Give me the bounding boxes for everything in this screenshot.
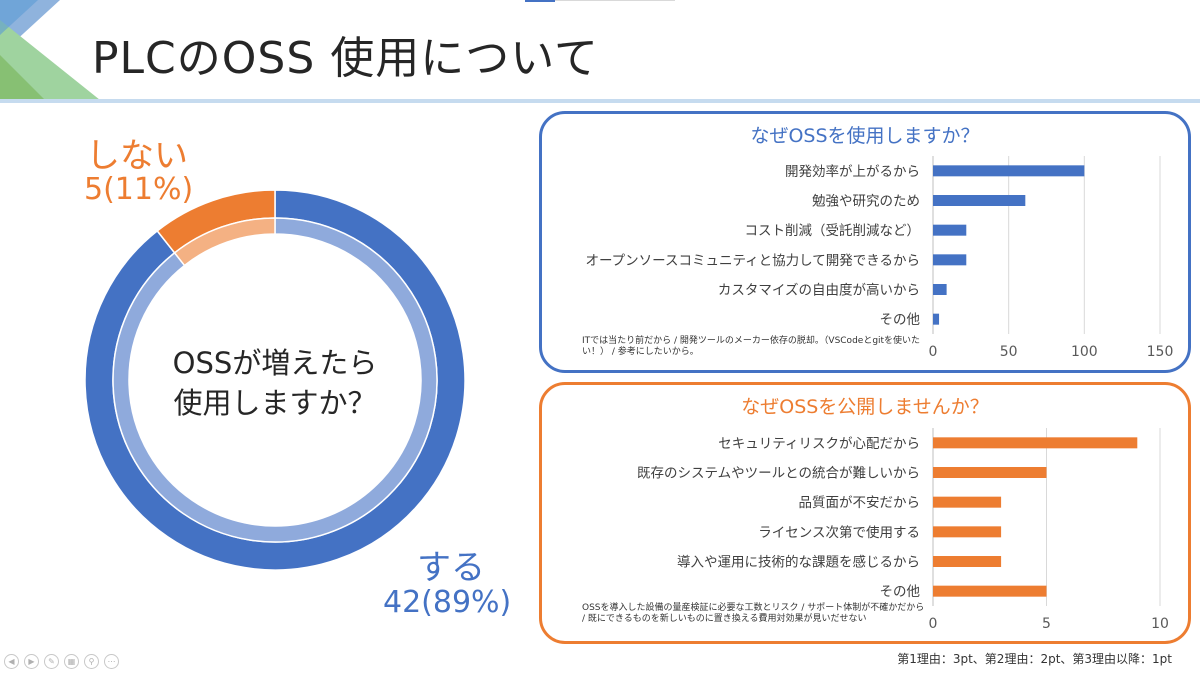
category-label: カスタマイズの自由度が高いから xyxy=(718,282,920,299)
bar xyxy=(933,585,1047,597)
previous-slide-icon[interactable]: ◀ xyxy=(4,654,19,669)
not-publish-reason-footnote-line1: OSSを導入した設備の量産検証に必要な工数とリスク / サポート体制が不確かだか… xyxy=(582,603,925,613)
top-marker-line xyxy=(555,0,675,1)
more-options-icon[interactable]: ⋯ xyxy=(104,654,119,669)
x-tick-label: 5 xyxy=(1042,616,1051,632)
donut-chart xyxy=(84,189,466,571)
not-publish-reason-panel xyxy=(539,382,1191,644)
donut-center-line1: OSSが増えたら xyxy=(172,346,378,380)
category-label: 既存のシステムやツールとの統合が難しいから xyxy=(637,466,920,482)
slides-grid-icon[interactable]: ▦ xyxy=(64,654,79,669)
bar xyxy=(933,195,1026,206)
donut-slice-inner-0 xyxy=(112,217,438,543)
category-label: その他 xyxy=(880,312,921,328)
zoom-icon[interactable]: ⚲ xyxy=(84,654,99,669)
donut-slice-inner-1 xyxy=(173,217,276,267)
x-tick-label: 150 xyxy=(1147,344,1174,360)
bar xyxy=(933,496,1002,508)
bar xyxy=(933,437,1138,449)
not-publish-reason-footnote: OSSを導入した設備の量産検証に必要な工数とリスク / サポート体制が不確かだか… xyxy=(582,603,924,625)
category-label: 勉強や研究のため xyxy=(812,194,920,210)
x-tick-label: 0 xyxy=(929,616,938,632)
bar xyxy=(933,284,947,295)
bar xyxy=(933,254,967,266)
bar xyxy=(933,224,967,236)
category-label: ライセンス次第で使用する xyxy=(758,524,920,541)
slide-title: PLCのOSS 使用について xyxy=(92,33,599,84)
bar xyxy=(933,165,1085,177)
slideshow-controls: ◀ ▶ ✎ ▦ ⚲ ⋯ xyxy=(4,654,119,669)
category-label: その他 xyxy=(880,584,921,600)
top-marker xyxy=(525,0,555,2)
use-reason-footnote: ITでは当たり前だから / 開発ツールのメーカー依存の脱却。（VSCodeとgi… xyxy=(582,336,920,358)
use-reason-footnote-line2: い！） / 参考にしたいから。 xyxy=(582,347,699,357)
title-underline xyxy=(0,99,1200,103)
corner-decoration xyxy=(0,0,100,100)
use-reason-footnote-line1: ITでは当たり前だから / 開発ツールのメーカー依存の脱却。（VSCodeとgi… xyxy=(582,336,921,346)
x-tick-label: 10 xyxy=(1151,616,1169,632)
no-label: しない xyxy=(86,136,188,176)
category-label: 開発効率が上がるから xyxy=(785,163,920,180)
pen-icon[interactable]: ✎ xyxy=(44,654,59,669)
category-label: 導入や運用に技術的な課題を感じるから xyxy=(677,554,920,571)
not-publish-reason-footnote-line2: / 既にできるものを新しいものに置き換える費用対効果が見いだせない xyxy=(582,614,867,624)
x-tick-label: 100 xyxy=(1071,344,1098,360)
x-tick-label: 0 xyxy=(929,344,938,360)
bar xyxy=(933,526,1002,538)
category-label: 品質面が不安だから xyxy=(799,495,921,511)
next-slide-icon[interactable]: ▶ xyxy=(24,654,39,669)
bar xyxy=(933,556,1002,567)
scoring-note: 第1理由：3pt、第2理由：2pt、第3理由以降：1pt xyxy=(897,652,1172,666)
use-reason-title: なぜOSSを使用しますか？ xyxy=(750,125,980,147)
donut-center-text: OSSが増えたら 使用しますか？ xyxy=(150,343,400,423)
yes-count: 42(89%) xyxy=(383,585,512,620)
category-label: セキュリティリスクが心配だから xyxy=(718,436,920,452)
yes-label: する xyxy=(417,548,485,588)
category-label: オープンソースコミュニティと協力して開発できるから xyxy=(585,253,920,269)
bar xyxy=(933,467,1047,478)
bar xyxy=(933,313,940,325)
donut-center-line2: 使用しますか？ xyxy=(173,386,377,420)
not-publish-reason-title: なぜOSSを公開しませんか？ xyxy=(741,396,989,418)
category-label: コスト削減（受託削減など） xyxy=(745,222,921,239)
use-reason-panel xyxy=(539,111,1191,373)
no-count: 5(11%) xyxy=(84,172,194,207)
x-tick-label: 50 xyxy=(1000,344,1018,360)
